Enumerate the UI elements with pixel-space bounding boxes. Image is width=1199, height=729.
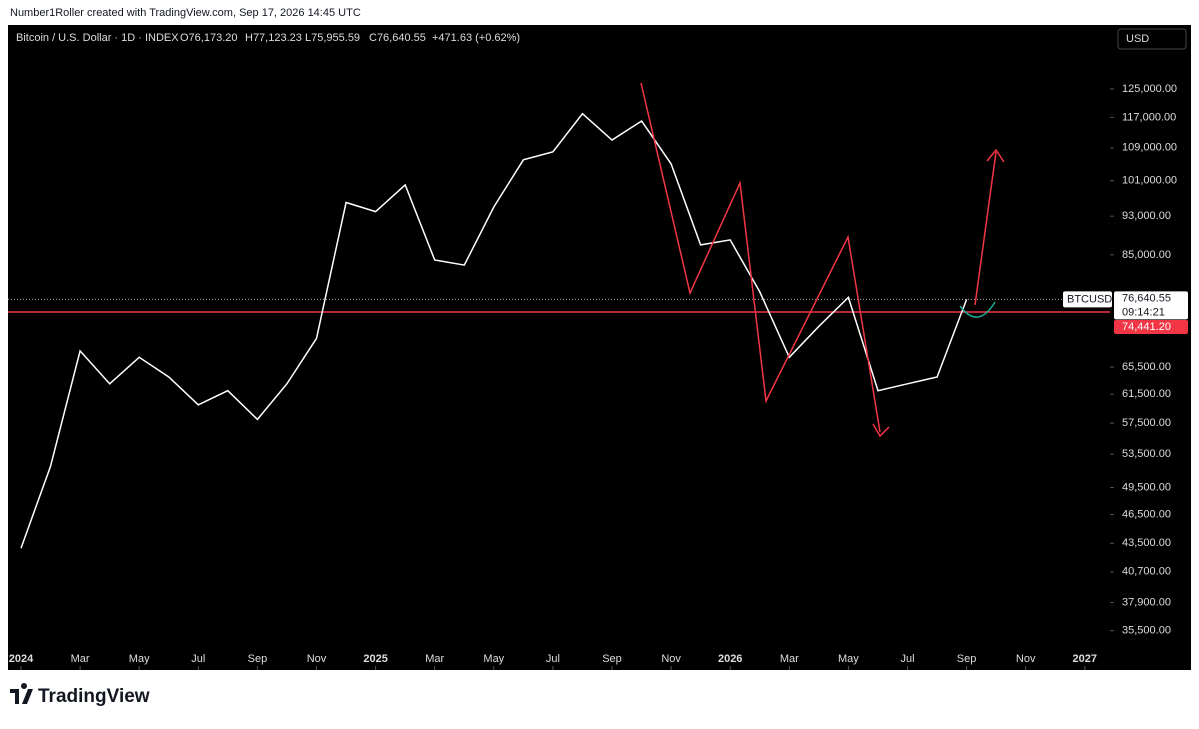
x-tick-label: Jul — [900, 653, 914, 665]
y-tick-label: 101,000.00 — [1122, 175, 1177, 187]
x-tick-label: Sep — [957, 653, 977, 665]
x-tick-label: 2026 — [718, 653, 742, 665]
x-tick-label: 2025 — [363, 653, 387, 665]
y-tick-label: 57,500.00 — [1122, 417, 1171, 429]
x-tick-label: May — [483, 653, 504, 665]
ohlc-change: +471.63 (+0.62%) — [432, 32, 520, 44]
level-label: 74,441.20 — [1122, 321, 1171, 333]
symbol-title: Bitcoin / U.S. Dollar · 1D · INDEX — [16, 32, 179, 44]
logo-text: TradingView — [38, 686, 150, 707]
symbol-label: BTCUSD — [1067, 293, 1112, 305]
arrowhead — [872, 423, 890, 438]
y-tick-label: 85,000.00 — [1122, 249, 1171, 261]
x-tick-label: Jul — [191, 653, 205, 665]
x-tick-label: May — [838, 653, 859, 665]
attribution: Number1Roller created with TradingView.c… — [10, 7, 361, 19]
y-tick-label: 53,500.00 — [1122, 448, 1171, 460]
y-tick-label: 65,500.00 — [1122, 361, 1171, 373]
x-tick-label: Nov — [307, 653, 327, 665]
y-tick-label: 109,000.00 — [1122, 142, 1177, 154]
level-label-box — [1114, 319, 1188, 334]
ohlc-high: H77,123.23 — [245, 32, 302, 44]
x-tick-label: Mar — [425, 653, 444, 665]
x-tick-label: Mar — [780, 653, 799, 665]
y-tick-label: 49,500.00 — [1122, 481, 1171, 493]
x-tick-label: 2027 — [1073, 653, 1097, 665]
y-tick-label: 40,700.00 — [1122, 566, 1171, 578]
y-tick-label: 117,000.00 — [1122, 111, 1176, 123]
ohlc-close: C76,640.55 — [369, 32, 426, 44]
y-tick-label: 61,500.00 — [1122, 388, 1171, 400]
x-tick-label: May — [129, 653, 150, 665]
x-tick-label: Nov — [1016, 653, 1036, 665]
ohlc-open: O76,173.20 — [180, 32, 238, 44]
x-tick-label: Nov — [661, 653, 681, 665]
zigzag-annotation — [640, 82, 881, 433]
x-tick-label: Mar — [71, 653, 90, 665]
arrowhead — [986, 148, 1005, 163]
currency[interactable]: USD — [1126, 33, 1149, 45]
y-tick-label: 46,500.00 — [1122, 508, 1171, 520]
chart-area — [8, 25, 1191, 670]
countdown: 09:14:21 — [1122, 306, 1165, 318]
ohlc-low: L75,955.59 — [305, 32, 360, 44]
x-tick-label: Sep — [602, 653, 622, 665]
last-price-label: 76,640.55 — [1122, 292, 1171, 304]
x-tick-label: Sep — [248, 653, 268, 665]
currency-box[interactable] — [1117, 28, 1187, 50]
symbol-label-box — [1063, 291, 1112, 308]
y-tick-label: 35,500.00 — [1122, 625, 1171, 637]
last-price-box — [1114, 291, 1188, 320]
green-arc — [959, 301, 996, 318]
x-tick-label: Jul — [546, 653, 560, 665]
y-tick-label: 43,500.00 — [1122, 537, 1171, 549]
y-tick-label: 37,900.00 — [1122, 596, 1171, 608]
price-line — [20, 112, 968, 549]
up-arrow — [974, 151, 997, 306]
x-tick-label: 2024 — [9, 653, 34, 665]
y-tick-label: 93,000.00 — [1122, 210, 1171, 222]
logo: TradingView — [10, 683, 150, 707]
y-tick-label: 125,000.00 — [1122, 83, 1177, 95]
